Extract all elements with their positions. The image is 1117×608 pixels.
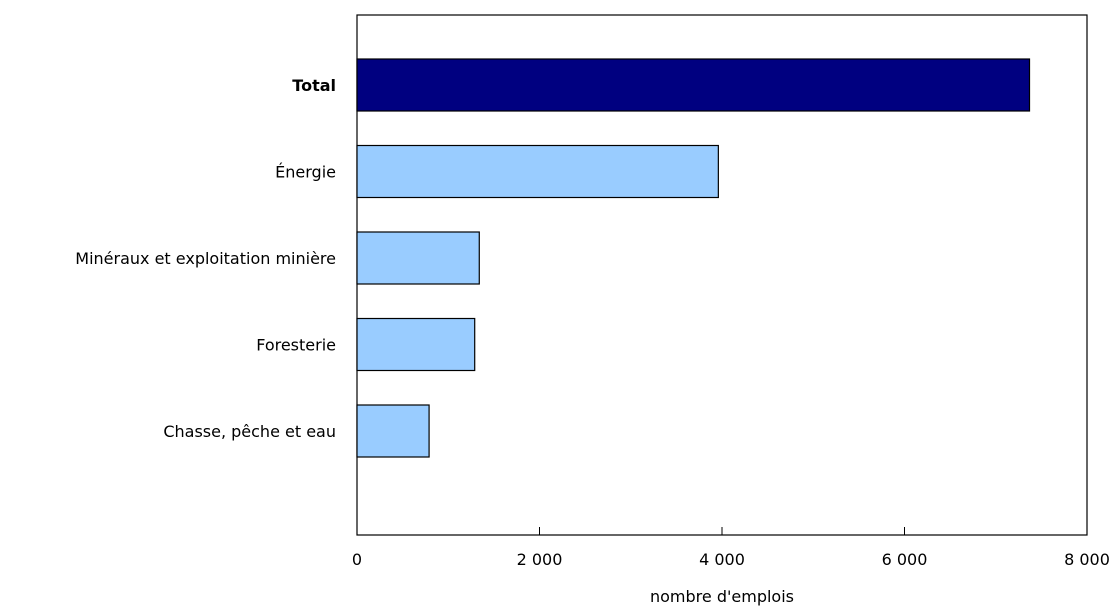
x-tick-label-2: 4 000: [699, 550, 745, 569]
bar-1: [356, 144, 719, 199]
x-tick-label-3: 6 000: [882, 550, 928, 569]
x-axis-ticks: 0 2 000 4 000 6 000 8 000: [352, 527, 1110, 569]
y-tick-label-4: Chasse, pêche et eau: [163, 422, 336, 441]
bar-3: [356, 317, 476, 372]
y-axis-labels: Total Énergie Minéraux et exploitation min…: [75, 76, 336, 441]
bar-0: [356, 58, 1031, 112]
bar-4: [356, 404, 430, 458]
y-tick-label-3: Foresterie: [256, 336, 336, 355]
x-tick-label-4: 8 000: [1064, 550, 1110, 569]
bar-2: [356, 231, 480, 285]
bars-group: [356, 58, 1031, 458]
y-tick-label-2: Minéraux et exploitation minière: [75, 249, 336, 268]
y-tick-label-0: Total: [292, 76, 336, 95]
y-tick-label-1: Énergie: [275, 163, 336, 182]
x-tick-label-1: 2 000: [517, 550, 563, 569]
x-tick-label-0: 0: [352, 550, 362, 569]
x-axis-title: nombre d'emplois: [650, 587, 794, 606]
